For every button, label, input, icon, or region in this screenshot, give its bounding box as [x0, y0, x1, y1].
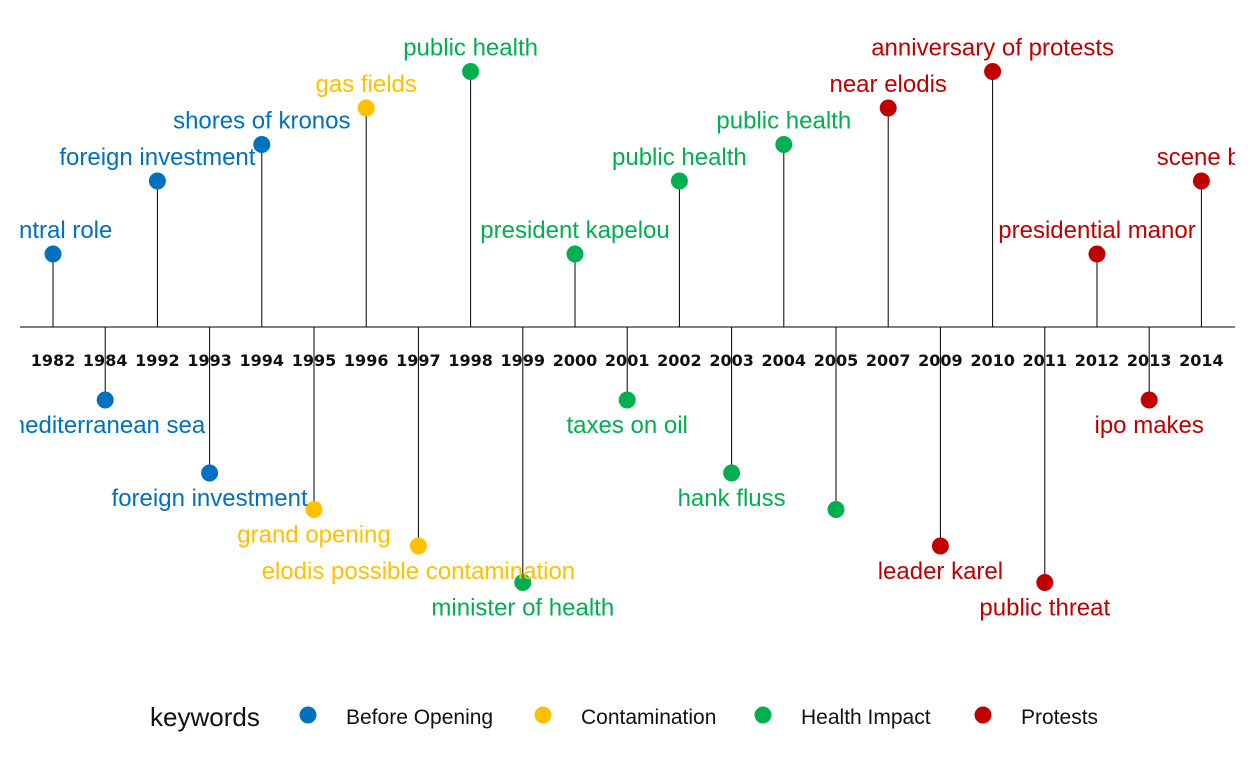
event-point — [618, 391, 636, 409]
year-tick-label: 2012 — [1075, 351, 1120, 370]
legend-entry-label: Contamination — [581, 706, 716, 729]
event-point — [670, 172, 688, 190]
event-label: public threat — [979, 595, 1110, 622]
legend-entry-label: Before Opening — [346, 706, 493, 729]
event-label: public health — [716, 108, 851, 135]
year-tick-label: 1984 — [83, 351, 128, 370]
year-tick-label: 1992 — [135, 351, 180, 370]
year-tick-label: 2000 — [553, 351, 598, 370]
event-label: minister of health — [431, 595, 614, 622]
event-point — [462, 63, 480, 80]
event-label: foreign investment — [112, 485, 308, 512]
event-label: scene bl — [1157, 144, 1246, 171]
year-tick-label: 1993 — [187, 351, 232, 370]
legend-title: keywords — [150, 702, 260, 732]
event-point — [148, 172, 166, 190]
event-point — [1140, 391, 1158, 409]
year-tick-label: 2014 — [1179, 351, 1224, 370]
event-label: near elodis — [829, 71, 946, 98]
year-tick-label: 2003 — [709, 351, 754, 370]
event-label: foreign investment — [59, 144, 255, 171]
year-tick-label: 2001 — [605, 351, 650, 370]
year-tick-label: 1998 — [448, 351, 493, 370]
event-label: elodis possible contamination — [262, 558, 576, 585]
year-tick-label: 1994 — [240, 351, 285, 370]
event-label: public health — [612, 144, 747, 171]
event-label: shores of kronos — [173, 108, 350, 135]
event-label: anniversary of protests — [871, 35, 1114, 62]
year-tick-label: 2013 — [1127, 351, 1172, 370]
legend-swatch — [534, 706, 552, 724]
plot-area: 1982 1984 1992 1993 1994 1995 1996 1997 1998 1999… — [0, 35, 1246, 622]
event-point — [879, 99, 897, 117]
year-tick-label: 1997 — [396, 351, 441, 370]
year-tick-label: 1982 — [31, 351, 76, 370]
event-label: leader karel — [878, 558, 1003, 585]
event-point — [1088, 245, 1106, 263]
event-point — [1192, 172, 1210, 190]
legend-swatch — [299, 706, 317, 724]
year-tick-label: 2011 — [1023, 351, 1068, 370]
event-point — [566, 245, 584, 263]
event-label: central role — [0, 217, 112, 244]
event-point — [253, 136, 271, 153]
event-point — [201, 464, 219, 482]
event-point — [723, 464, 741, 482]
year-tick-label: 2005 — [814, 351, 859, 370]
event-point — [514, 574, 532, 591]
legend-entry-label: Protests — [1021, 706, 1098, 729]
event-label: taxes on oil — [566, 412, 687, 439]
year-tick-label: 2004 — [762, 351, 807, 370]
event-label: grand opening — [237, 522, 390, 549]
year-tick-label: 2009 — [918, 351, 963, 370]
event-point — [984, 63, 1002, 80]
year-tick-label: 2007 — [866, 351, 911, 370]
year-tick-label: 2010 — [970, 351, 1015, 370]
event-label: hank fluss — [678, 485, 786, 512]
event-point — [44, 245, 62, 263]
event-point — [775, 136, 793, 153]
legend-swatch — [974, 706, 992, 724]
event-label: mediterranean sea — [5, 412, 206, 439]
event-label: gas fields — [316, 71, 417, 98]
event-point — [305, 501, 323, 518]
event-point — [409, 537, 427, 555]
event-point — [96, 391, 114, 409]
event-label: ipo makes — [1095, 412, 1204, 439]
event-label: public health — [403, 35, 538, 62]
event-point — [827, 501, 845, 518]
event-label: president kapelou — [480, 217, 669, 244]
year-tick-label: 2002 — [657, 351, 702, 370]
year-tick-label: 1999 — [501, 351, 546, 370]
event-point — [1036, 574, 1054, 591]
legend: keywords Before Opening Contamination Heal… — [150, 702, 1098, 732]
legend-entry-label: Health Impact — [801, 706, 931, 729]
event-label: presidential manor — [998, 217, 1195, 244]
event-point — [931, 537, 949, 555]
year-tick-label: 1996 — [344, 351, 389, 370]
legend-swatch — [754, 706, 772, 724]
year-tick-label: 1995 — [292, 351, 337, 370]
event-point — [357, 99, 375, 117]
